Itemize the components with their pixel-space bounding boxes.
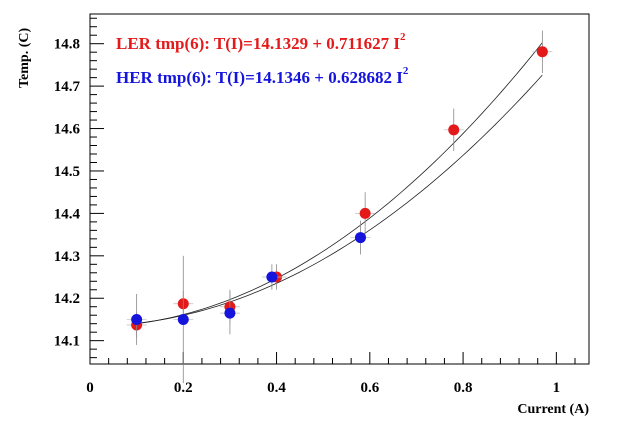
legend: LER tmp(6): T(I)=14.1329 + 0.711627 I2 H… [116,31,409,87]
data-point-ler [536,46,548,58]
x-axis: 0 0.2 0.4 0.6 0.8 1 [86,352,576,396]
plot-frame [89,13,590,365]
x-tick-label: 0.8 [454,380,473,396]
data-points [126,30,553,384]
data-point-her [224,307,236,319]
y-tick-label: 14.7 [54,79,81,95]
fit-curves [136,42,543,325]
y-tick-label: 14.1 [54,334,80,350]
legend-sup-her: 2 [403,65,409,77]
legend-sup-ler: 2 [400,31,406,43]
y-tick-label: 14.4 [54,206,81,222]
data-point-ler [359,207,371,219]
fit-curve-her [136,74,543,324]
data-point-ler [448,124,460,136]
legend-entry-her: HER tmp(6): T(I)=14.1346 + 0.628682 I2 [116,65,409,87]
x-axis-title: Current (A) [517,402,589,417]
x-tick-label: 0.4 [267,380,286,396]
data-point-her [131,313,143,325]
fit-curve-ler [136,42,543,325]
data-point-her [266,271,278,283]
y-tick-label: 14.8 [54,37,80,53]
legend-text-her: HER tmp(6): T(I)=14.1346 + 0.628682 I [116,68,403,87]
legend-text-ler: LER tmp(6): T(I)=14.1329 + 0.711627 I [116,34,400,53]
x-tick-label: 0.6 [360,380,379,396]
x-tick-label: 0.2 [174,380,193,396]
y-axis: 14.1 14.2 14.3 14.4 14.5 14.6 14.7 14.8 [54,17,104,359]
y-tick-label: 14.5 [54,164,80,180]
x-tick-label: 1 [553,380,561,396]
data-point-her [354,232,366,244]
y-tick-label: 14.2 [54,291,80,307]
y-tick-label: 14.6 [54,122,81,138]
x-tick-label: 0 [86,380,94,396]
y-tick-label: 14.3 [54,249,80,265]
legend-entry-ler: LER tmp(6): T(I)=14.1329 + 0.711627 I2 [116,31,406,53]
y-axis-title: Temp. (C) [17,28,32,88]
data-point-her [177,313,189,325]
